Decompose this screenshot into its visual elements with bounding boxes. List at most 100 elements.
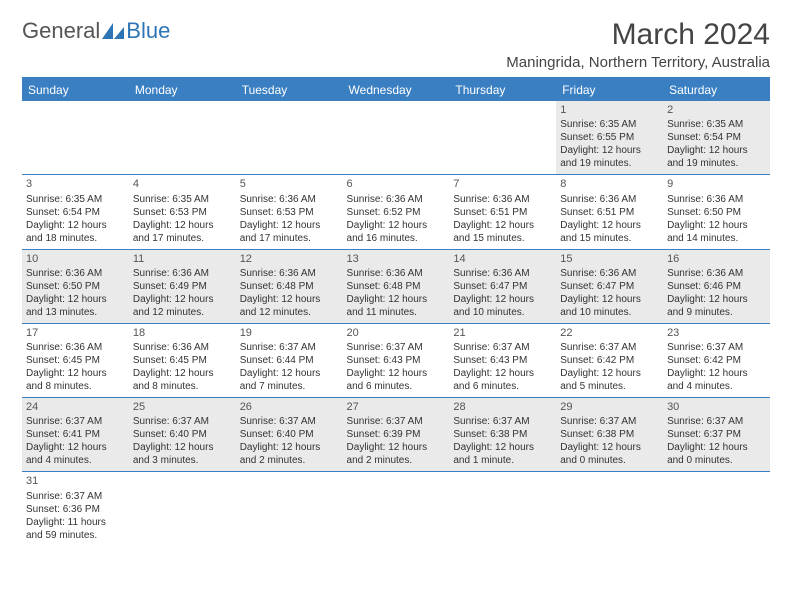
day-info-line: and 14 minutes. bbox=[667, 232, 766, 245]
day-number: 11 bbox=[133, 252, 232, 266]
calendar-cell: 11Sunrise: 6:36 AMSunset: 6:49 PMDayligh… bbox=[129, 249, 236, 323]
day-info-line: Daylight: 12 hours bbox=[26, 367, 125, 380]
day-info-line: Daylight: 12 hours bbox=[560, 144, 659, 157]
logo-text-general: General bbox=[22, 18, 100, 44]
day-info-line: and 6 minutes. bbox=[453, 380, 552, 393]
day-info-line: and 16 minutes. bbox=[347, 232, 446, 245]
calendar-week: 17Sunrise: 6:36 AMSunset: 6:45 PMDayligh… bbox=[22, 323, 770, 397]
day-info-line: Sunset: 6:48 PM bbox=[240, 280, 339, 293]
day-number: 3 bbox=[26, 177, 125, 191]
day-info-line: Daylight: 12 hours bbox=[667, 293, 766, 306]
day-info-line: Sunset: 6:39 PM bbox=[347, 428, 446, 441]
day-info-line: Sunrise: 6:37 AM bbox=[453, 415, 552, 428]
day-info-line: and 4 minutes. bbox=[667, 380, 766, 393]
day-info-line: and 8 minutes. bbox=[26, 380, 125, 393]
day-info-line: Sunset: 6:53 PM bbox=[133, 206, 232, 219]
day-info-line: and 15 minutes. bbox=[560, 232, 659, 245]
calendar-cell: 28Sunrise: 6:37 AMSunset: 6:38 PMDayligh… bbox=[449, 398, 556, 472]
day-number: 17 bbox=[26, 326, 125, 340]
day-info-line: Sunset: 6:50 PM bbox=[667, 206, 766, 219]
calendar-week: 3 Sunrise: 6:35 AM Sunset: 6:54 PM Daylight… bbox=[22, 175, 770, 249]
day-info-line: Sunset: 6:51 PM bbox=[560, 206, 659, 219]
calendar-cell: 13Sunrise: 6:36 AMSunset: 6:48 PMDayligh… bbox=[343, 249, 450, 323]
day-info-line: Sunrise: 6:35 AM bbox=[133, 193, 232, 206]
calendar-cell: 30Sunrise: 6:37 AMSunset: 6:37 PMDayligh… bbox=[663, 398, 770, 472]
calendar-cell: 16Sunrise: 6:36 AMSunset: 6:46 PMDayligh… bbox=[663, 249, 770, 323]
day-header: Tuesday bbox=[236, 78, 343, 101]
calendar-cell: 1Sunrise: 6:35 AMSunset: 6:55 PMDaylight… bbox=[556, 101, 663, 175]
day-info-line: Sunset: 6:40 PM bbox=[133, 428, 232, 441]
day-info-line: and 12 minutes. bbox=[240, 306, 339, 319]
calendar-cell: 25Sunrise: 6:37 AMSunset: 6:40 PMDayligh… bbox=[129, 398, 236, 472]
calendar-cell: 3Sunrise: 6:35 AMSunset: 6:54 PMDaylight… bbox=[22, 175, 129, 249]
day-info-line: Sunrise: 6:37 AM bbox=[560, 341, 659, 354]
calendar-cell: 5Sunrise: 6:36 AMSunset: 6:53 PMDaylight… bbox=[236, 175, 343, 249]
day-info-line: and 1 minute. bbox=[453, 454, 552, 467]
calendar-cell bbox=[129, 472, 236, 546]
day-number: 9 bbox=[667, 177, 766, 191]
day-number: 13 bbox=[347, 252, 446, 266]
calendar-cell bbox=[343, 472, 450, 546]
day-number: 22 bbox=[560, 326, 659, 340]
day-info-line: Daylight: 12 hours bbox=[133, 441, 232, 454]
day-info-line: Daylight: 12 hours bbox=[347, 367, 446, 380]
day-info-line: and 13 minutes. bbox=[26, 306, 125, 319]
day-info-line: and 17 minutes. bbox=[240, 232, 339, 245]
calendar-cell bbox=[236, 101, 343, 175]
calendar-cell: 24Sunrise: 6:37 AMSunset: 6:41 PMDayligh… bbox=[22, 398, 129, 472]
calendar-cell: 12Sunrise: 6:36 AMSunset: 6:48 PMDayligh… bbox=[236, 249, 343, 323]
day-header-row: Sunday Monday Tuesday Wednesday Thursday… bbox=[22, 78, 770, 101]
day-number: 14 bbox=[453, 252, 552, 266]
day-info-line: Daylight: 12 hours bbox=[133, 219, 232, 232]
day-info-line: Sunset: 6:54 PM bbox=[667, 131, 766, 144]
day-info-line: Sunset: 6:41 PM bbox=[26, 428, 125, 441]
day-number: 29 bbox=[560, 400, 659, 414]
day-info-line: and 8 minutes. bbox=[133, 380, 232, 393]
day-number: 24 bbox=[26, 400, 125, 414]
day-info-line: Daylight: 12 hours bbox=[560, 219, 659, 232]
day-info-line: and 0 minutes. bbox=[667, 454, 766, 467]
day-number: 6 bbox=[347, 177, 446, 191]
day-info-line: Sunrise: 6:36 AM bbox=[26, 267, 125, 280]
day-info-line: Sunrise: 6:36 AM bbox=[347, 267, 446, 280]
day-number: 31 bbox=[26, 474, 125, 488]
location-text: Maningrida, Northern Territory, Australi… bbox=[506, 54, 770, 71]
day-info-line: and 10 minutes. bbox=[453, 306, 552, 319]
day-info-line: Sunset: 6:48 PM bbox=[347, 280, 446, 293]
day-info-line: Sunset: 6:53 PM bbox=[240, 206, 339, 219]
calendar-cell: 22Sunrise: 6:37 AMSunset: 6:42 PMDayligh… bbox=[556, 323, 663, 397]
day-info-line: Sunrise: 6:37 AM bbox=[453, 341, 552, 354]
day-info-line: and 7 minutes. bbox=[240, 380, 339, 393]
day-info-line: and 19 minutes. bbox=[667, 157, 766, 170]
day-info-line: Sunrise: 6:37 AM bbox=[133, 415, 232, 428]
day-number: 5 bbox=[240, 177, 339, 191]
calendar-cell: 7Sunrise: 6:36 AMSunset: 6:51 PMDaylight… bbox=[449, 175, 556, 249]
calendar-cell: 2Sunrise: 6:35 AMSunset: 6:54 PMDaylight… bbox=[663, 101, 770, 175]
day-info-line: Sunrise: 6:36 AM bbox=[347, 193, 446, 206]
day-info-line: and 9 minutes. bbox=[667, 306, 766, 319]
day-info-line: Sunrise: 6:37 AM bbox=[347, 341, 446, 354]
day-number: 1 bbox=[560, 103, 659, 117]
day-info-line: Sunrise: 6:37 AM bbox=[26, 415, 125, 428]
day-header: Saturday bbox=[663, 78, 770, 101]
day-info-line: Sunset: 6:38 PM bbox=[560, 428, 659, 441]
day-number: 10 bbox=[26, 252, 125, 266]
calendar-table: Sunday Monday Tuesday Wednesday Thursday… bbox=[22, 77, 770, 546]
day-info-line: Sunset: 6:54 PM bbox=[26, 206, 125, 219]
logo-text-blue: Blue bbox=[126, 18, 170, 44]
calendar-cell: 6Sunrise: 6:36 AMSunset: 6:52 PMDaylight… bbox=[343, 175, 450, 249]
day-info-line: Sunset: 6:38 PM bbox=[453, 428, 552, 441]
day-info-line: Sunrise: 6:36 AM bbox=[560, 193, 659, 206]
calendar-cell: 15Sunrise: 6:36 AMSunset: 6:47 PMDayligh… bbox=[556, 249, 663, 323]
day-info-line: Daylight: 12 hours bbox=[240, 441, 339, 454]
day-info-line: and 2 minutes. bbox=[347, 454, 446, 467]
day-info-line: and 17 minutes. bbox=[133, 232, 232, 245]
day-info-line: Sunset: 6:36 PM bbox=[26, 503, 125, 516]
day-info-line: Sunset: 6:45 PM bbox=[133, 354, 232, 367]
day-number: 20 bbox=[347, 326, 446, 340]
day-info-line: Sunset: 6:50 PM bbox=[26, 280, 125, 293]
day-info-line: Daylight: 12 hours bbox=[453, 219, 552, 232]
day-info-line: Sunrise: 6:36 AM bbox=[667, 267, 766, 280]
day-info-line: Sunrise: 6:36 AM bbox=[667, 193, 766, 206]
day-number: 26 bbox=[240, 400, 339, 414]
